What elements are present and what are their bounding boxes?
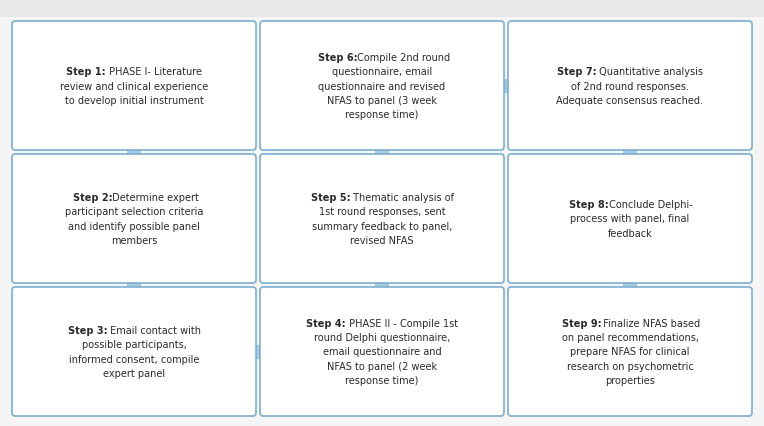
Text: Conclude Delphi-: Conclude Delphi-	[607, 200, 693, 210]
Text: Step 6:: Step 6:	[319, 53, 358, 63]
Text: prepare NFAS for clinical: prepare NFAS for clinical	[570, 347, 690, 357]
Text: Determine expert: Determine expert	[108, 193, 199, 203]
Text: summary feedback to panel,: summary feedback to panel,	[312, 221, 452, 231]
Text: Step 8:: Step 8:	[569, 200, 609, 210]
Text: NFAS to panel (2 week: NFAS to panel (2 week	[327, 361, 437, 371]
Text: feedback: feedback	[607, 228, 652, 238]
FancyBboxPatch shape	[375, 148, 389, 158]
FancyBboxPatch shape	[508, 287, 752, 416]
FancyBboxPatch shape	[253, 345, 263, 359]
Text: Email contact with: Email contact with	[107, 325, 201, 336]
FancyBboxPatch shape	[623, 148, 637, 158]
Text: PHASE II - Compile 1st: PHASE II - Compile 1st	[345, 319, 458, 328]
Text: Step 1:: Step 1:	[66, 67, 105, 77]
FancyBboxPatch shape	[501, 79, 511, 93]
Text: expert panel: expert panel	[103, 368, 165, 378]
Text: possible participants,: possible participants,	[82, 340, 186, 350]
Text: properties: properties	[605, 375, 655, 385]
FancyBboxPatch shape	[127, 280, 141, 290]
FancyBboxPatch shape	[12, 287, 256, 416]
Text: to develop initial instrument: to develop initial instrument	[65, 95, 203, 105]
Text: Step 5:: Step 5:	[311, 193, 351, 203]
FancyBboxPatch shape	[12, 155, 256, 283]
Text: Adequate consensus reached.: Adequate consensus reached.	[556, 95, 704, 105]
Text: participant selection criteria: participant selection criteria	[65, 207, 203, 217]
FancyBboxPatch shape	[260, 287, 504, 416]
Text: members: members	[111, 235, 157, 245]
FancyBboxPatch shape	[12, 22, 256, 151]
Text: of 2nd round responses.: of 2nd round responses.	[571, 81, 689, 91]
Text: response time): response time)	[345, 109, 419, 119]
Text: research on psychometric: research on psychometric	[567, 361, 694, 371]
Text: questionnaire, email: questionnaire, email	[332, 67, 432, 77]
FancyBboxPatch shape	[508, 22, 752, 151]
FancyBboxPatch shape	[508, 155, 752, 283]
Text: PHASE I- Literature: PHASE I- Literature	[105, 67, 202, 77]
Text: review and clinical experience: review and clinical experience	[60, 81, 208, 91]
FancyBboxPatch shape	[127, 148, 141, 158]
Text: revised NFAS: revised NFAS	[350, 235, 414, 245]
Text: Compile 2nd round: Compile 2nd round	[354, 53, 450, 63]
Text: informed consent, compile: informed consent, compile	[69, 354, 199, 364]
Text: Step 9:: Step 9:	[562, 319, 601, 328]
Text: process with panel, final: process with panel, final	[571, 214, 690, 224]
Text: Step 2:: Step 2:	[73, 193, 112, 203]
FancyBboxPatch shape	[623, 280, 637, 290]
FancyBboxPatch shape	[260, 155, 504, 283]
FancyBboxPatch shape	[375, 280, 389, 290]
Text: Thematic analysis of: Thematic analysis of	[350, 193, 454, 203]
Text: Step 7:: Step 7:	[557, 67, 597, 77]
Text: questionnaire and revised: questionnaire and revised	[319, 81, 445, 91]
Text: 1st round responses, sent: 1st round responses, sent	[319, 207, 445, 217]
FancyBboxPatch shape	[260, 22, 504, 151]
Text: email questionnaire and: email questionnaire and	[322, 347, 442, 357]
Text: on panel recommendations,: on panel recommendations,	[562, 333, 698, 343]
Text: NFAS to panel (3 week: NFAS to panel (3 week	[327, 95, 437, 105]
Text: and identify possible panel: and identify possible panel	[68, 221, 200, 231]
Text: Step 4:: Step 4:	[306, 319, 346, 328]
Text: Quantitative analysis: Quantitative analysis	[596, 67, 703, 77]
Text: Finalize NFAS based: Finalize NFAS based	[600, 319, 700, 328]
Text: round Delphi questionnaire,: round Delphi questionnaire,	[314, 333, 450, 343]
FancyBboxPatch shape	[0, 0, 764, 18]
Text: response time): response time)	[345, 375, 419, 385]
Text: Step 3:: Step 3:	[68, 325, 108, 336]
